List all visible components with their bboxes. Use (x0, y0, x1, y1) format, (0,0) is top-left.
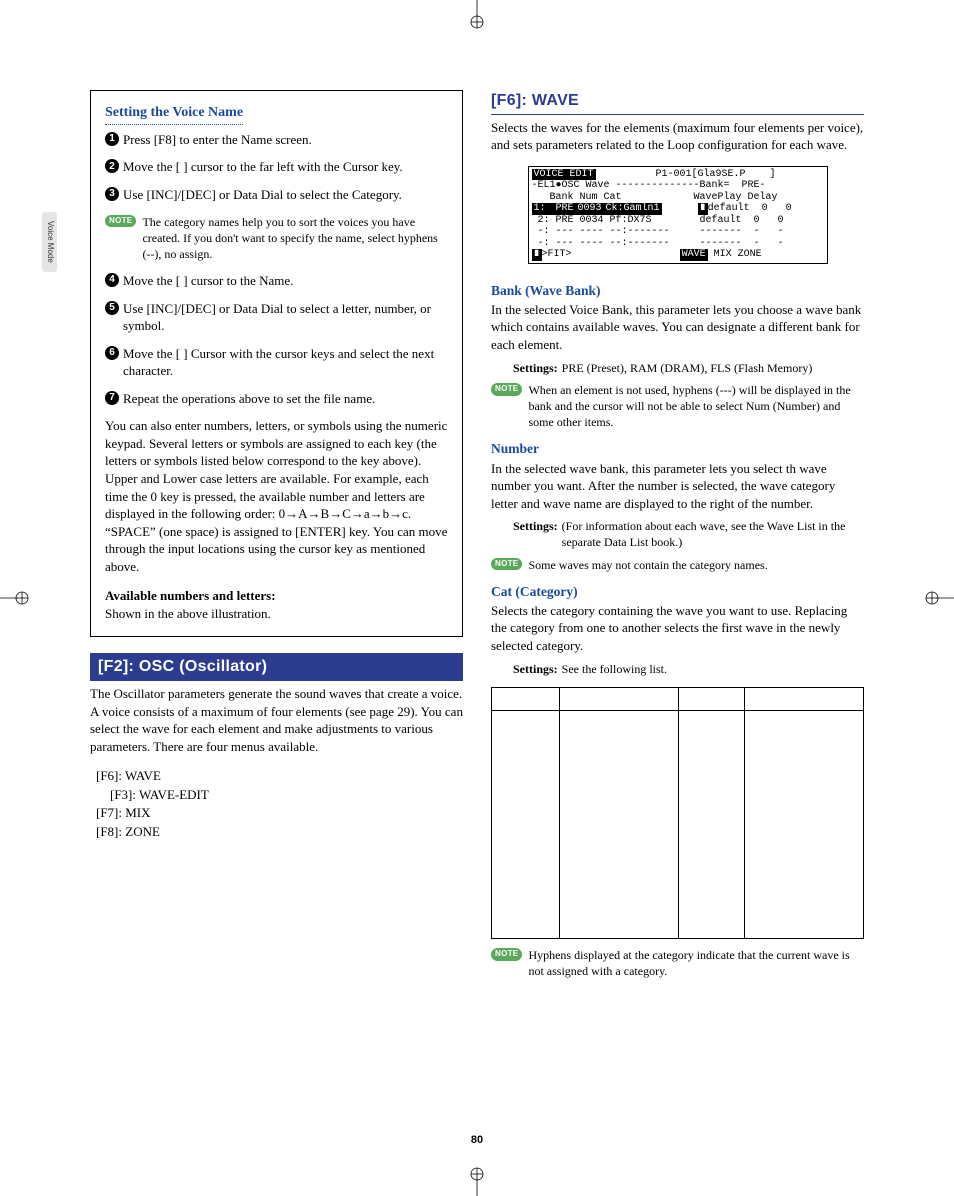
note-icon: NOTE (491, 558, 522, 571)
right-column: [F6]: WAVE Selects the waves for the ele… (491, 90, 864, 989)
cat-heading: Cat (Category) (491, 583, 864, 601)
bank-heading: Bank (Wave Bank) (491, 282, 864, 300)
bank-body: In the selected Voice Bank, this paramet… (491, 301, 864, 354)
step-num-icon: 5 (105, 301, 119, 315)
step-num-icon: 6 (105, 346, 119, 360)
voice-name-box: Setting the Voice Name 1Press [F8] to en… (90, 90, 463, 637)
page-number: 80 (471, 1133, 483, 1148)
left-column: Setting the Voice Name 1Press [F8] to en… (90, 90, 463, 989)
bank-note: NOTE When an element is not used, hyphen… (491, 382, 864, 431)
step-5: 5Use [INC]/[DEC] or Data Dial to select … (105, 300, 448, 335)
side-tab: Voice Mode (42, 212, 57, 272)
number-settings: Settings: (For information about each wa… (513, 518, 864, 550)
number-note: NOTE Some waves may not contain the cate… (491, 557, 864, 573)
step-2: 2Move the [ ] cursor to the far left wit… (105, 158, 448, 176)
f2-header: [F2]: OSC (Oscillator) (90, 653, 463, 681)
bank-settings: Settings: PRE (Preset), RAM (DRAM), FLS … (513, 360, 864, 376)
step-num-icon: 3 (105, 187, 119, 201)
menu-item: [F3]: WAVE-EDIT (110, 786, 463, 804)
box-title: Setting the Voice Name (105, 104, 243, 125)
category-table (491, 687, 864, 939)
step-3: 3Use [INC]/[DEC] or Data Dial to select … (105, 186, 448, 204)
keypad-paragraph: You can also enter numbers, letters, or … (105, 417, 448, 575)
available-label: Available numbers and letters: (105, 587, 448, 605)
f2-menu: [F6]: WAVE [F3]: WAVE-EDIT [F7]: MIX [F8… (96, 767, 463, 840)
step-num-icon: 7 (105, 391, 119, 405)
note-icon: NOTE (491, 948, 522, 961)
step-4: 4Move the [ ] cursor to the Name. (105, 272, 448, 290)
cat-note: NOTE Hyphens displayed at the category i… (491, 947, 864, 979)
cat-settings: Settings: See the following list. (513, 661, 864, 677)
note-step3: NOTE The category names help you to sort… (105, 214, 448, 263)
step-7: 7Repeat the operations above to set the … (105, 390, 448, 408)
f2-body: The Oscillator parameters generate the s… (90, 685, 463, 755)
number-heading: Number (491, 440, 864, 458)
lcd-display: VOICE EDIT P1-001[Gla9SE.P ] -EL1●OSC Wa… (528, 166, 828, 264)
note-icon: NOTE (491, 383, 522, 396)
number-body: In the selected wave bank, this paramete… (491, 460, 864, 513)
side-tab-label: Voice Mode (44, 221, 55, 263)
menu-item: [F8]: ZONE (96, 823, 463, 841)
step-num-icon: 2 (105, 159, 119, 173)
step-6: 6Move the [ ] Cursor with the cursor key… (105, 345, 448, 380)
cat-body: Selects the category containing the wave… (491, 602, 864, 655)
available-text: Shown in the above illustration. (105, 605, 448, 623)
note-icon: NOTE (105, 215, 136, 228)
menu-item: [F6]: WAVE (96, 767, 463, 785)
menu-item: [F7]: MIX (96, 804, 463, 822)
step-1: 1Press [F8] to enter the Name screen. (105, 131, 448, 149)
f6-header: [F6]: WAVE (491, 90, 864, 115)
f6-intro: Selects the waves for the elements (maxi… (491, 119, 864, 154)
step-num-icon: 1 (105, 132, 119, 146)
step-num-icon: 4 (105, 273, 119, 287)
